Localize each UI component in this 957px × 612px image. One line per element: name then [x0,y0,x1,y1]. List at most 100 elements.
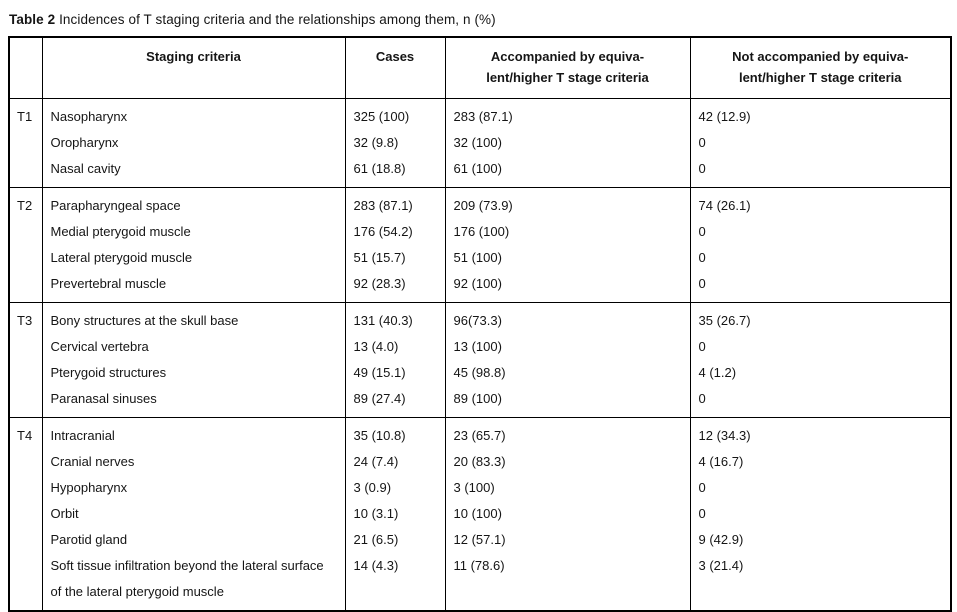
header-row: Staging criteria Cases Accompanied by eq… [8,37,952,99]
stage-label: T1 [8,98,43,188]
section-t2: T2 Parapharyngeal space 283 (87.1) 209 (73.… [8,187,952,303]
cases-value: 131 (40.3) [344,302,446,334]
accompanied-value: 20 (83.3) [444,449,691,475]
not-accompanied-value: 4 (1.2) [689,360,952,386]
table-row: T3 Bony structures at the skull base 131 (… [8,302,952,418]
criteria-value: Soft tissue infiltration beyond the late… [41,553,346,611]
cases-value: 283 (87.1) [344,187,446,219]
criteria-value: Prevertebral muscle [41,271,346,303]
table-row: Cranial nerves 24 (7.4) 20 (83.3) 4 (16.7) [9,449,952,475]
accompanied-value: 92 (100) [444,271,691,303]
cases-value: 32 (9.8) [344,130,446,156]
accompanied-value: 209 (73.9) [444,187,691,219]
header-accompanied: Accompanied by equiva- lent/higher T sta… [444,37,691,99]
cases-value: 10 (3.1) [344,501,446,527]
t-staging-table: Staging criteria Cases Accompanied by eq… [8,36,952,612]
table-row: Medial pterygoid muscle 176 (54.2) 176 (10… [9,219,952,245]
accompanied-value: 12 (57.1) [444,527,691,553]
not-accompanied-value: 0 [689,334,952,360]
criteria-value: Pterygoid structures [41,360,346,386]
criteria-value: Medial pterygoid muscle [41,219,346,245]
cases-value: 21 (6.5) [344,527,446,553]
criteria-value: Cranial nerves [41,449,346,475]
not-accompanied-value: 0 [689,475,952,501]
cases-value: 49 (15.1) [344,360,446,386]
page: Table 2 Incidences of T staging criteria… [8,10,952,612]
section-t4: T4 Intracranial 35 (10.8) 23 (65.7) 12 (34.3… [8,417,952,611]
not-accompanied-value: 0 [689,386,952,418]
criteria-value: Bony structures at the skull base [41,302,346,334]
stage-label: T2 [8,187,43,303]
accompanied-value: 45 (98.8) [444,360,691,386]
criteria-value: Paranasal sinuses [41,386,346,418]
table-row: Nasal cavity 61 (18.8) 61 (100) 0 [9,156,952,188]
table-row: Cervical vertebra 13 (4.0) 13 (100) 0 [9,334,952,360]
table-row: Paranasal sinuses 89 (27.4) 89 (100) 0 [9,386,952,418]
not-accompanied-value: 12 (34.3) [689,417,952,449]
criteria-value: Parapharyngeal space [41,187,346,219]
header-cases: Cases [344,37,446,99]
accompanied-value: 89 (100) [444,386,691,418]
accompanied-value: 176 (100) [444,219,691,245]
section-t1: T1 Nasopharynx 325 (100) 283 (87.1) 42 (12.9… [8,98,952,188]
accompanied-value: 96(73.3) [444,302,691,334]
accompanied-value: 283 (87.1) [444,98,691,130]
table-row: T2 Parapharyngeal space 283 (87.1) 209 (73.… [8,187,952,303]
not-accompanied-value: 3 (21.4) [689,553,952,611]
accompanied-value: 23 (65.7) [444,417,691,449]
criteria-value: Nasal cavity [41,156,346,188]
cases-value: 89 (27.4) [344,386,446,418]
header-not-accompanied: Not accompanied by equiva- lent/higher T… [689,37,952,99]
table-row: Orbit 10 (3.1) 10 (100) 0 [9,501,952,527]
accompanied-value: 11 (78.6) [444,553,691,611]
cases-value: 61 (18.8) [344,156,446,188]
header-staging-criteria: Staging criteria [41,37,346,99]
table-row: Soft tissue infiltration beyond the late… [9,553,952,611]
cases-value: 35 (10.8) [344,417,446,449]
table-row: Hypopharynx 3 (0.9) 3 (100) 0 [9,475,952,501]
header-stage [8,37,43,99]
stage-label: T4 [8,417,43,611]
cases-value: 13 (4.0) [344,334,446,360]
criteria-value: Hypopharynx [41,475,346,501]
accompanied-value: 10 (100) [444,501,691,527]
cases-value: 14 (4.3) [344,553,446,611]
table-row: Oropharynx 32 (9.8) 32 (100) 0 [9,130,952,156]
table-row: T1 Nasopharynx 325 (100) 283 (87.1) 42 (12.9… [8,98,952,188]
cases-value: 3 (0.9) [344,475,446,501]
table-row: Parotid gland 21 (6.5) 12 (57.1) 9 (42.9) [9,527,952,553]
cases-value: 176 (54.2) [344,219,446,245]
not-accompanied-value: 74 (26.1) [689,187,952,219]
table-row: Pterygoid structures 49 (15.1) 45 (98.8) 4 … [9,360,952,386]
table-caption-label: Table 2 [9,12,56,27]
not-accompanied-value: 42 (12.9) [689,98,952,130]
cases-value: 51 (15.7) [344,245,446,271]
criteria-value: Orbit [41,501,346,527]
criteria-value: Cervical vertebra [41,334,346,360]
accompanied-value: 51 (100) [444,245,691,271]
not-accompanied-value: 0 [689,271,952,303]
accompanied-value: 32 (100) [444,130,691,156]
section-t3: T3 Bony structures at the skull base 131 (… [8,302,952,418]
table-row: Prevertebral muscle 92 (28.3) 92 (100) 0 [9,271,952,303]
not-accompanied-value: 0 [689,130,952,156]
criteria-value: Oropharynx [41,130,346,156]
table-row: T4 Intracranial 35 (10.8) 23 (65.7) 12 (34.3… [8,417,952,611]
criteria-value: Intracranial [41,417,346,449]
cases-value: 24 (7.4) [344,449,446,475]
not-accompanied-value: 4 (16.7) [689,449,952,475]
accompanied-value: 3 (100) [444,475,691,501]
table-header: Staging criteria Cases Accompanied by eq… [8,37,952,99]
criteria-value: Parotid gland [41,527,346,553]
table-row: Lateral pterygoid muscle 51 (15.7) 51 (100… [9,245,952,271]
table-caption-text: Incidences of T staging criteria and the… [59,12,496,27]
table-caption: Table 2 Incidences of T staging criteria… [9,10,950,30]
criteria-value: Lateral pterygoid muscle [41,245,346,271]
not-accompanied-value: 35 (26.7) [689,302,952,334]
cases-value: 92 (28.3) [344,271,446,303]
not-accompanied-value: 9 (42.9) [689,527,952,553]
not-accompanied-value: 0 [689,501,952,527]
not-accompanied-value: 0 [689,245,952,271]
not-accompanied-value: 0 [689,219,952,245]
accompanied-value: 13 (100) [444,334,691,360]
